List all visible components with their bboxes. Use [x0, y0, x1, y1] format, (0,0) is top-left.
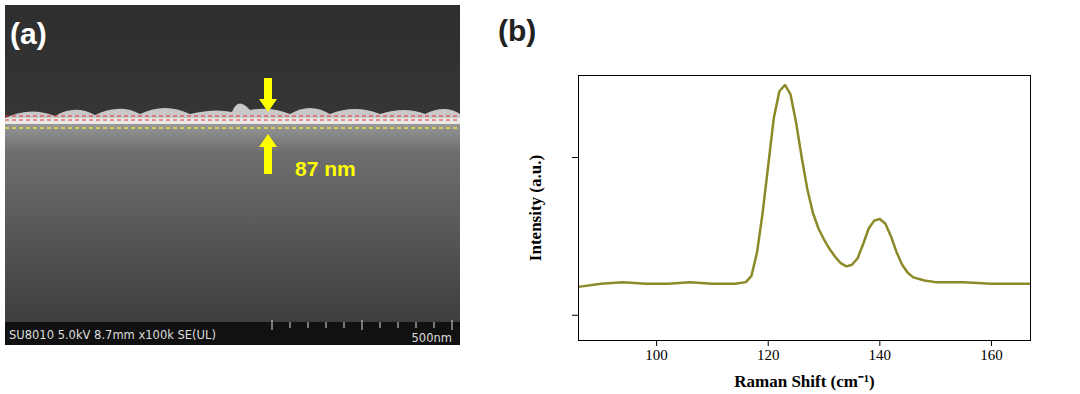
- svg-text:160: 160: [980, 347, 1003, 363]
- svg-text:Raman Shift (cm⁻¹): Raman Shift (cm⁻¹): [734, 372, 874, 391]
- svg-text:87 nm: 87 nm: [295, 157, 356, 180]
- svg-text:SU8010 5.0kV 8.7mm x100k SE(UL: SU8010 5.0kV 8.7mm x100k SE(UL): [9, 328, 216, 342]
- svg-text:100: 100: [645, 347, 668, 363]
- html-text:(b): (b): [498, 14, 537, 47]
- svg-text:Intensity (a.u.): Intensity (a.u.): [526, 155, 545, 261]
- svg-text:120: 120: [757, 347, 780, 363]
- svg-text:140: 140: [869, 347, 892, 363]
- svg-text:(a): (a): [10, 17, 47, 50]
- svg-text:500nm: 500nm: [412, 331, 452, 345]
